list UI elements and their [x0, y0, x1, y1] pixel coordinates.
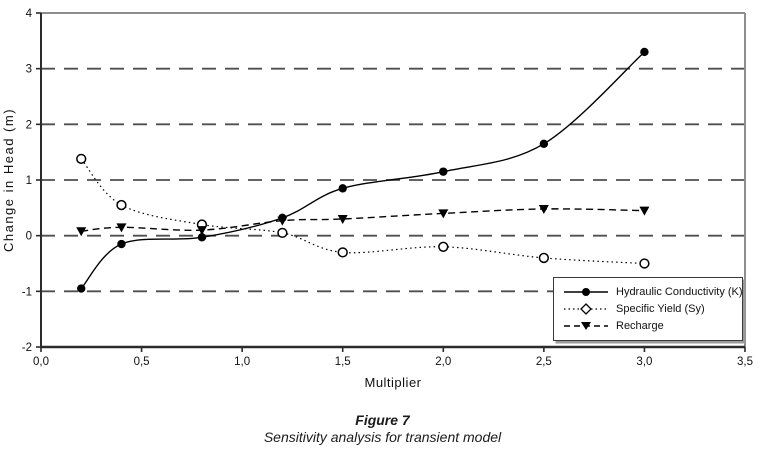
- marker-hydraulic-conductivity-k: [539, 139, 549, 149]
- marker-specific-yield-sy: [538, 252, 550, 264]
- marker-specific-yield-sy: [337, 247, 348, 258]
- y-tick-label: 2: [26, 119, 32, 131]
- marker-recharge: [538, 204, 549, 214]
- marker-recharge: [337, 214, 348, 224]
- legend-item-specific-yield: Specific Yield (Sy): [563, 303, 738, 315]
- marker-hydraulic-conductivity-k: [439, 167, 448, 176]
- legend-item-hydraulic-conductivity: Hydraulic Conductivity (K): [563, 286, 743, 298]
- y-axis-title: Change in Head (m): [1, 108, 16, 252]
- marker-specific-yield-sy: [116, 199, 127, 211]
- sensitivity-chart: 0,0 0,5 1,0 1,5 2,0 2,5 3,0 3,5 4 3 2 1 0 -1 -2 Change…: [1, 8, 753, 390]
- y-tick-label: 0: [26, 231, 32, 243]
- series-line-hydraulic-conductivity-k: [80, 51, 645, 290]
- marker-hydraulic-conductivity-k: [197, 233, 207, 242]
- filled-circle-solid-line-icon: [564, 287, 608, 296]
- marker-hydraulic-conductivity-k: [77, 284, 86, 293]
- marker-recharge: [116, 223, 127, 233]
- figure-caption: Figure 7 Sensitivity analysis for transi…: [0, 412, 765, 446]
- filled-triangle-dashed-line-icon: [564, 322, 608, 331]
- series-line-recharge: [81, 208, 645, 232]
- caption-subtitle: Sensitivity analysis for transient model: [263, 429, 502, 445]
- marker-hydraulic-conductivity-k: [117, 239, 126, 249]
- x-tick-label: 0,5: [134, 356, 150, 368]
- legend-item-recharge: Recharge: [563, 320, 738, 332]
- y-tick-label: 3: [26, 64, 32, 76]
- y-tick-label: 4: [26, 8, 33, 20]
- marker-specific-yield-sy: [438, 241, 449, 252]
- marker-recharge: [76, 227, 87, 237]
- y-tick-label: 1: [26, 175, 32, 187]
- marker-recharge: [639, 206, 650, 216]
- x-tick-label: 1,5: [335, 356, 351, 368]
- marker-specific-yield-sy: [639, 258, 650, 269]
- legend-label: Specific Yield (Sy): [616, 302, 705, 315]
- marker-recharge: [277, 216, 288, 226]
- caption-title: Figure 7: [355, 412, 410, 428]
- legend-label: Recharge: [616, 320, 664, 333]
- x-tick-label: 2,5: [536, 356, 552, 368]
- y-tick-label: -1: [22, 286, 32, 298]
- legend-label: Hydraulic Conductivity (K): [616, 285, 743, 298]
- series-line-specific-yield-sy: [80, 158, 645, 265]
- marker-recharge: [196, 226, 207, 236]
- x-tick-label: 0,0: [33, 356, 49, 368]
- y-tick-label: -2: [22, 342, 32, 354]
- x-tick-label: 2,0: [435, 356, 451, 368]
- x-tick-label: 3,5: [737, 356, 753, 368]
- marker-hydraulic-conductivity-k: [640, 47, 649, 57]
- marker-recharge: [438, 209, 449, 219]
- x-tick-label: 1,0: [234, 356, 250, 368]
- marker-hydraulic-conductivity-k: [338, 184, 347, 193]
- open-diamond-dotted-line-icon: [564, 303, 608, 315]
- marker-specific-yield-sy: [76, 153, 87, 164]
- chart-legend: Hydraulic Conductivity (K) Specific Yiel…: [553, 277, 743, 341]
- plot-area: 0,0 0,5 1,0 1,5 2,0 2,5 3,0 3,5 4 3 2 1 0 -1 -2: [22, 8, 753, 368]
- x-tick-label: 3,0: [636, 356, 652, 368]
- x-axis-title: Multiplier: [364, 375, 421, 390]
- marker-specific-yield-sy: [277, 227, 288, 239]
